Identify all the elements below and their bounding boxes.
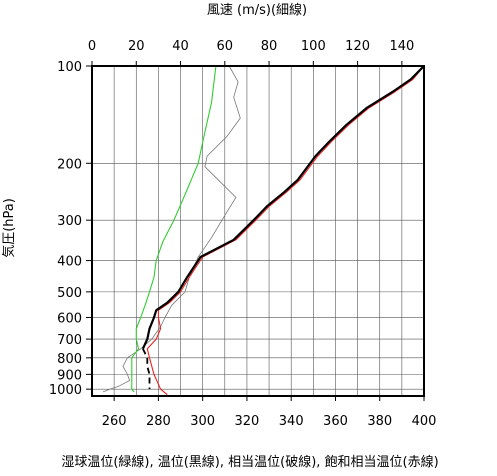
series-potential-temperature [141, 65, 425, 350]
x-bottom-tick-label: 260 [102, 414, 127, 429]
y-tick-label: 400 [57, 255, 82, 270]
series-equivalent-potential-temperature [142, 348, 151, 390]
x-bottom-tick-label: 320 [235, 414, 260, 429]
y-tick-label: 800 [57, 352, 82, 367]
series-layer [102, 65, 425, 396]
x-bottom-tick-label: 400 [412, 414, 437, 429]
y-tick-label: 100 [57, 60, 82, 75]
series-wet-bulb-potential-temperature [131, 65, 217, 393]
x-top-tick-label: 80 [261, 39, 278, 54]
x-bottom-tick-label: 380 [367, 414, 392, 429]
grid [92, 65, 424, 396]
x-top-tick-label: 0 [88, 39, 96, 54]
x-top-tick-label: 40 [172, 39, 189, 54]
y-tick-label: 600 [57, 311, 82, 326]
y-tick-label: 500 [57, 286, 82, 301]
x-bottom-tick-label: 360 [323, 414, 348, 429]
x-top-tick-labels: 0 20 40 60 80 100 120 140 [88, 39, 414, 54]
y-tick-label: 300 [57, 214, 82, 229]
x-top-tick-label: 20 [128, 39, 145, 54]
series-saturated-equivalent-potential-temperature [146, 65, 425, 396]
x-bottom-tick-label: 340 [279, 414, 304, 429]
y-tick-label: 200 [57, 157, 82, 172]
top-axis-title: 風速 (m/s)(細線) [207, 2, 307, 18]
series-wind-speed [102, 65, 241, 393]
plot-frame [86, 61, 425, 401]
y-tick-label: 900 [57, 368, 82, 383]
x-bottom-tick-label: 280 [146, 414, 171, 429]
x-top-tick-label: 120 [345, 39, 370, 54]
bottom-axis-title: 湿球温位(緑線), 温位(黒線), 相当温位(破線), 飽和相当温位(赤線) [61, 454, 438, 470]
plot-border [91, 65, 425, 397]
x-top-tick-label: 140 [389, 39, 414, 54]
x-bottom-tick-labels: 260 280 300 320 340 360 380 400 [102, 414, 437, 429]
x-bottom-tick-label: 300 [190, 414, 215, 429]
y-tick-label: 700 [57, 333, 82, 348]
y-tick-label: 1000 [49, 383, 82, 398]
x-top-tick-label: 100 [301, 39, 326, 54]
y-axis-title: 気圧(hPa) [1, 198, 17, 258]
x-top-tick-label: 60 [217, 39, 234, 54]
